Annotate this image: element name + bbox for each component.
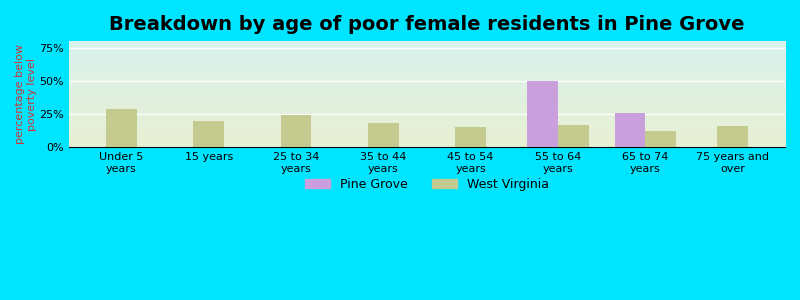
Bar (106, 109, 137, 147)
Bar (558, 124, 589, 147)
Bar (368, 123, 398, 147)
Y-axis label: percentage below
poverty level: percentage below poverty level (15, 44, 37, 144)
Bar (455, 127, 486, 147)
Bar (527, 81, 558, 147)
Bar (281, 115, 311, 147)
Title: Breakdown by age of poor female residents in Pine Grove: Breakdown by age of poor female resident… (110, 15, 745, 34)
Bar (718, 126, 748, 147)
Bar (614, 113, 646, 147)
Legend: Pine Grove, West Virginia: Pine Grove, West Virginia (300, 173, 554, 196)
Bar (646, 131, 676, 147)
Bar (194, 121, 224, 147)
